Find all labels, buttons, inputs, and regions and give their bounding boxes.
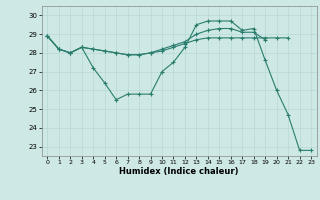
X-axis label: Humidex (Indice chaleur): Humidex (Indice chaleur) <box>119 167 239 176</box>
